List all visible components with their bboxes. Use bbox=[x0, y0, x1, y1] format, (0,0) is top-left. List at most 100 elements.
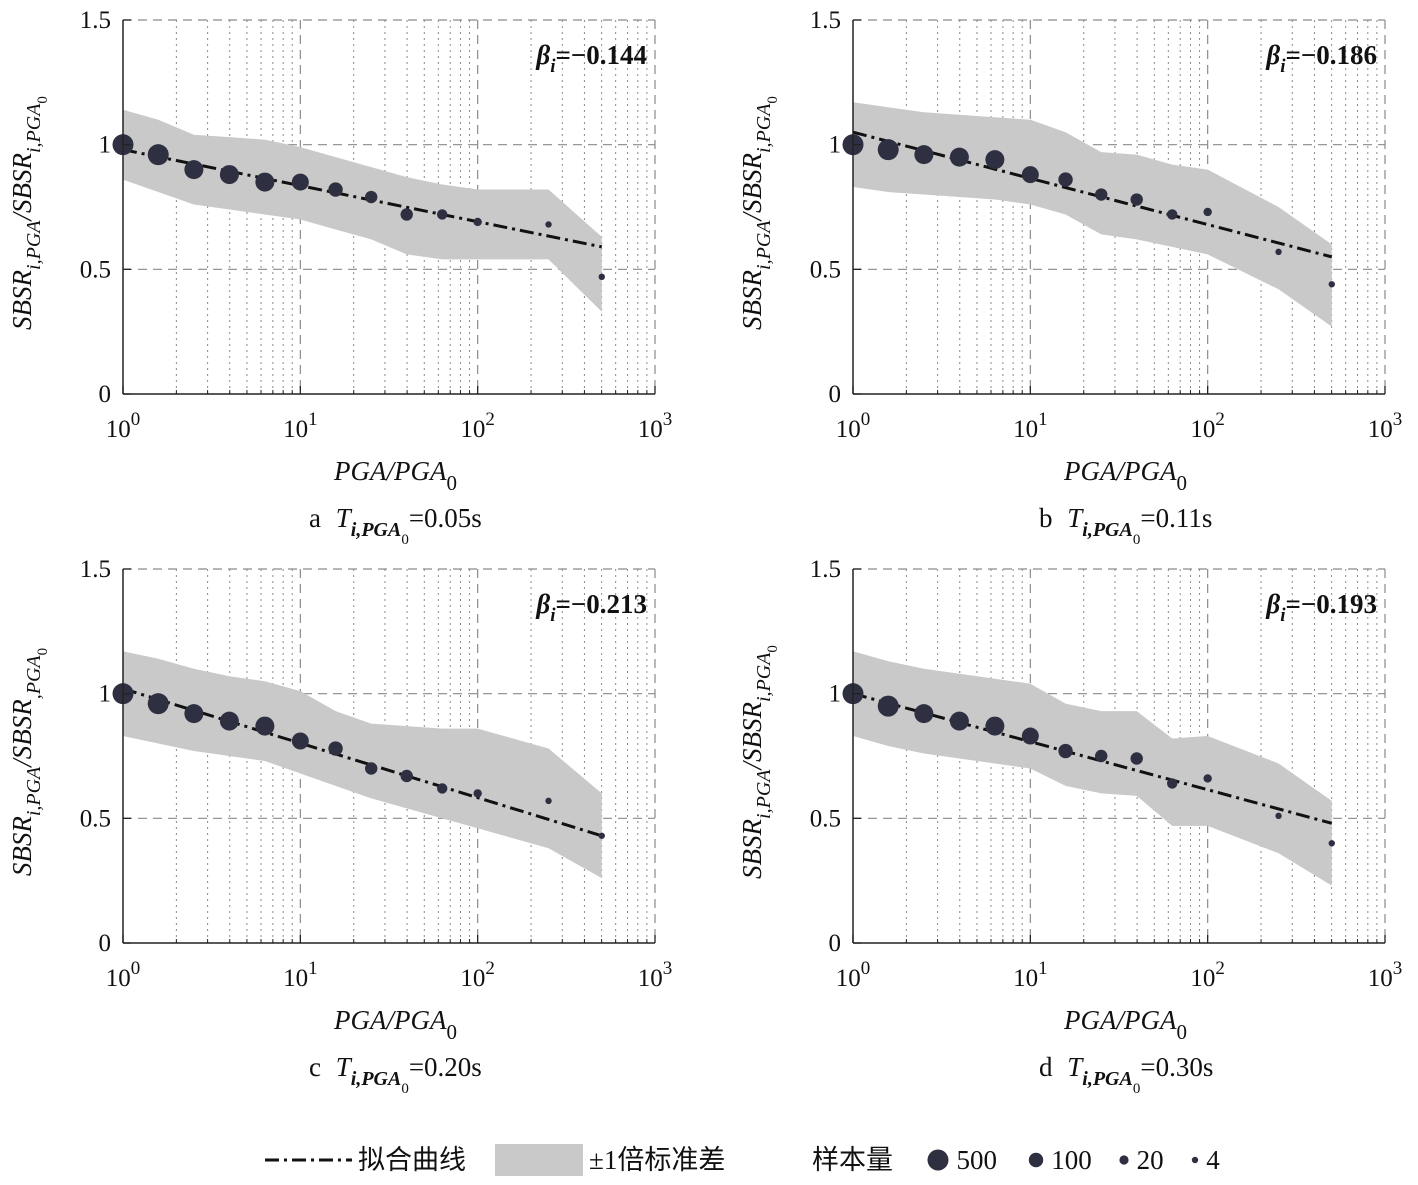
tick-base: 10 bbox=[1368, 965, 1393, 992]
x-tick-label: 101 bbox=[283, 409, 318, 443]
data-point bbox=[1058, 172, 1073, 187]
legend-fit-label: 拟合曲线 bbox=[358, 1145, 466, 1175]
legend-size-marker bbox=[1119, 1155, 1129, 1165]
legend-size-title: 样本量 bbox=[812, 1145, 893, 1175]
beta-symbol: β bbox=[1265, 40, 1280, 70]
y-axis-label: SBSRi,PGA/SBSRi,PGA0 bbox=[737, 96, 781, 330]
legend-size-label: 4 bbox=[1206, 1145, 1220, 1175]
data-point bbox=[255, 716, 275, 736]
beta-value: =−0.144 bbox=[555, 40, 647, 70]
x-tick-label: 103 bbox=[638, 409, 673, 443]
y-tick-label: 1 bbox=[99, 681, 112, 708]
x-tick-label: 100 bbox=[836, 958, 871, 992]
legend-size-label: 100 bbox=[1051, 1145, 1092, 1175]
tick-exponent: 2 bbox=[1215, 409, 1225, 430]
x-axis-label: PGA/PGA0 bbox=[333, 1005, 457, 1044]
beta-symbol: β bbox=[535, 589, 550, 619]
y-label-den-sub-zero: 0 bbox=[765, 645, 781, 653]
y-axis-label: SBSRi,PGA/SBSRi,PGA0 bbox=[737, 645, 781, 879]
x-tick-label: 101 bbox=[283, 958, 318, 992]
beta-symbol: β bbox=[535, 40, 550, 70]
legend-size-label: 20 bbox=[1137, 1145, 1164, 1175]
tick-exponent: 1 bbox=[1038, 409, 1048, 430]
y-tick-label: 1 bbox=[99, 132, 112, 159]
beta-subscript: i bbox=[1280, 56, 1286, 77]
data-point bbox=[147, 693, 169, 715]
beta-annotation: βi=−0.213 bbox=[535, 589, 647, 626]
y-label-den: /SBSR bbox=[737, 153, 767, 223]
y-tick-label: 0 bbox=[99, 930, 112, 957]
tick-exponent: 3 bbox=[1393, 409, 1403, 430]
data-point bbox=[1328, 840, 1335, 847]
x-axis-label-subscript: 0 bbox=[1176, 1020, 1187, 1044]
x-axis-label: PGA/PGA0 bbox=[1063, 1005, 1187, 1044]
tick-base: 10 bbox=[106, 965, 131, 992]
beta-value: =−0.186 bbox=[1285, 40, 1377, 70]
y-label-num-sub: i,PGA bbox=[753, 769, 775, 819]
tick-exponent: 2 bbox=[485, 958, 495, 979]
x-axis-label: PGA/PGA0 bbox=[333, 456, 457, 495]
data-point bbox=[985, 150, 1005, 170]
data-point bbox=[473, 217, 482, 227]
y-label-num: SBSR bbox=[7, 269, 37, 329]
y-label-den-sub: i,PGA bbox=[753, 652, 775, 702]
data-point bbox=[328, 182, 343, 197]
y-axis-label: SBSRi,PGA/SBSR,PGA0 bbox=[7, 648, 51, 876]
data-point bbox=[985, 716, 1005, 736]
data-point bbox=[1095, 188, 1108, 201]
x-axis-label-main: PGA/PGA bbox=[333, 456, 447, 486]
data-point bbox=[877, 695, 899, 717]
y-label-den-sub: i,PGA bbox=[753, 103, 775, 153]
legend-size-label: 500 bbox=[957, 1145, 998, 1175]
y-tick-label: 1.5 bbox=[810, 7, 841, 34]
tick-exponent: 1 bbox=[308, 409, 318, 430]
data-point bbox=[1130, 193, 1143, 206]
tick-exponent: 3 bbox=[663, 958, 673, 979]
data-point bbox=[1167, 209, 1178, 220]
y-tick-label: 1 bbox=[829, 132, 842, 159]
x-axis-label-subscript: 0 bbox=[1176, 471, 1187, 495]
y-label-den-sub: i,PGA bbox=[23, 103, 45, 153]
data-point bbox=[1203, 207, 1212, 217]
std-band bbox=[853, 102, 1332, 327]
tick-exponent: 1 bbox=[308, 958, 318, 979]
data-point bbox=[1021, 166, 1039, 184]
y-tick-label: 1.5 bbox=[810, 556, 841, 583]
y-tick-label: 1.5 bbox=[80, 7, 111, 34]
data-point bbox=[1167, 778, 1178, 789]
tick-base: 10 bbox=[106, 416, 131, 443]
y-tick-label: 0 bbox=[829, 930, 842, 957]
data-point bbox=[147, 144, 169, 166]
legend-size-marker bbox=[927, 1149, 949, 1171]
tick-exponent: 1 bbox=[1038, 958, 1048, 979]
tick-base: 10 bbox=[1013, 965, 1038, 992]
data-point bbox=[545, 797, 552, 805]
data-point bbox=[914, 704, 934, 724]
y-label-den: /SBSR bbox=[7, 153, 37, 223]
data-point bbox=[1130, 752, 1143, 765]
caption-value: =0.11s bbox=[1140, 503, 1212, 533]
tick-exponent: 0 bbox=[131, 409, 141, 430]
std-band bbox=[123, 109, 602, 312]
x-axis-label-subscript: 0 bbox=[446, 471, 457, 495]
tick-base: 10 bbox=[460, 416, 485, 443]
tick-exponent: 3 bbox=[663, 409, 673, 430]
data-point bbox=[184, 160, 204, 180]
data-point bbox=[219, 165, 239, 185]
data-point bbox=[291, 732, 309, 750]
data-point bbox=[598, 832, 605, 839]
caption-T-subscript: i,PGA bbox=[1082, 519, 1133, 541]
x-tick-label: 102 bbox=[1190, 958, 1225, 992]
tick-exponent: 2 bbox=[1215, 958, 1225, 979]
y-tick-label: 0.5 bbox=[810, 256, 841, 283]
x-axis-label-subscript: 0 bbox=[446, 1020, 457, 1044]
caption-T-subscript-zero: 0 bbox=[1133, 1081, 1141, 1097]
y-label-den: /SBSR bbox=[7, 699, 37, 769]
caption-value: =0.20s bbox=[409, 1052, 482, 1082]
data-point bbox=[219, 711, 239, 731]
caption-letter: d bbox=[1039, 1052, 1059, 1082]
y-label-num-sub: i,PGA bbox=[23, 220, 45, 270]
tick-base: 10 bbox=[638, 965, 663, 992]
